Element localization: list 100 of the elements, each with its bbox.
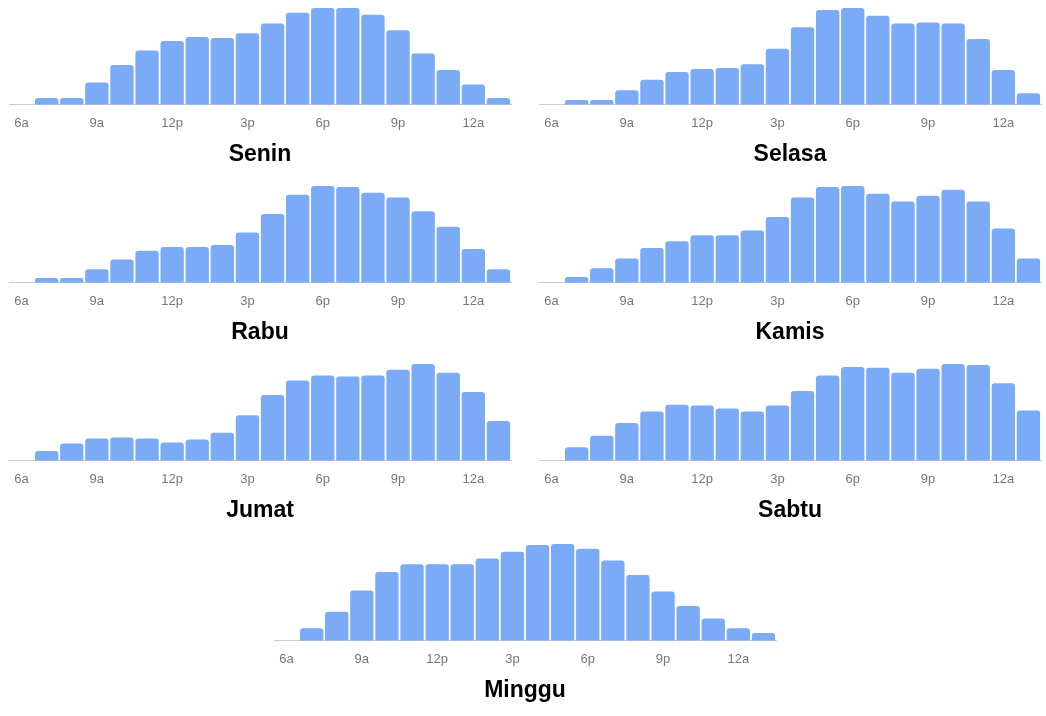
bar bbox=[1016, 410, 1041, 461]
bar bbox=[260, 214, 285, 283]
x-tick-label: 9a bbox=[619, 115, 635, 131]
x-tick-label: 12a bbox=[462, 293, 485, 309]
bar bbox=[790, 391, 815, 461]
x-axis-title: Selasa bbox=[753, 139, 827, 166]
bar bbox=[311, 8, 335, 105]
x-tick-label: 9a bbox=[89, 293, 105, 309]
bar bbox=[841, 8, 865, 105]
x-tick-label: 9p bbox=[390, 115, 406, 131]
x-tick-label: 12p bbox=[161, 115, 183, 131]
bar bbox=[740, 64, 765, 105]
x-axis-title: Jumat bbox=[226, 495, 295, 522]
bar bbox=[715, 68, 739, 105]
bar bbox=[701, 618, 725, 641]
x-tick-label: 12a bbox=[462, 115, 485, 131]
x-tick-label: 9a bbox=[619, 293, 635, 309]
bar bbox=[715, 235, 739, 283]
x-tick-label: 12p bbox=[691, 293, 713, 309]
bar bbox=[210, 38, 235, 105]
x-tick-label: 3p bbox=[770, 115, 785, 131]
bar bbox=[790, 197, 815, 283]
bar bbox=[436, 372, 460, 461]
x-tick-label: 9a bbox=[619, 471, 635, 487]
bar bbox=[34, 451, 59, 461]
x-tick-label: 3p bbox=[240, 471, 255, 487]
bar bbox=[991, 228, 1016, 283]
bar bbox=[436, 226, 460, 283]
x-axis-title: Minggu bbox=[484, 675, 566, 702]
x-tick-label: 12a bbox=[992, 115, 1015, 131]
bar bbox=[500, 551, 525, 641]
x-tick-label: 6p bbox=[845, 293, 860, 309]
bar bbox=[461, 84, 486, 105]
bar bbox=[486, 269, 511, 283]
bar bbox=[751, 633, 776, 641]
bar bbox=[1016, 258, 1041, 283]
bar bbox=[1016, 93, 1041, 105]
x-axis-title: Rabu bbox=[231, 317, 289, 344]
bar bbox=[486, 421, 511, 461]
x-tick-label: 6a bbox=[14, 293, 30, 309]
bar bbox=[450, 564, 474, 641]
bar bbox=[285, 12, 310, 105]
bar bbox=[966, 364, 990, 461]
bar bbox=[210, 245, 235, 283]
x-tick-label: 6a bbox=[544, 471, 560, 487]
bar bbox=[590, 268, 614, 283]
bar bbox=[285, 194, 310, 283]
bar bbox=[311, 186, 335, 283]
bar bbox=[235, 232, 260, 283]
x-tick-label: 12a bbox=[462, 471, 485, 487]
bar bbox=[815, 375, 840, 461]
x-tick-label: 9p bbox=[920, 471, 936, 487]
bar bbox=[299, 628, 324, 641]
bar bbox=[966, 38, 990, 105]
x-tick-label: 12a bbox=[992, 471, 1015, 487]
bar bbox=[311, 375, 335, 461]
x-tick-label: 9a bbox=[89, 471, 105, 487]
bar bbox=[966, 201, 990, 283]
bar bbox=[740, 411, 765, 461]
x-tick-label: 9a bbox=[89, 115, 105, 131]
x-tick-label: 12p bbox=[426, 651, 448, 667]
bar bbox=[841, 186, 865, 283]
x-tick-label: 3p bbox=[240, 115, 255, 131]
bar bbox=[765, 405, 790, 461]
x-tick-label: 3p bbox=[770, 293, 785, 309]
bar bbox=[235, 33, 260, 105]
bar bbox=[475, 558, 500, 641]
x-tick-label: 6a bbox=[544, 293, 560, 309]
x-tick-label: 3p bbox=[240, 293, 255, 309]
bar bbox=[525, 544, 550, 641]
bar bbox=[260, 23, 285, 105]
x-axis-title: Kamis bbox=[755, 317, 825, 344]
x-tick-label: 6a bbox=[279, 651, 295, 667]
x-tick-label: 12p bbox=[161, 471, 183, 487]
bar bbox=[576, 548, 600, 641]
bar bbox=[991, 383, 1016, 461]
bar bbox=[715, 408, 739, 461]
x-tick-label: 6p bbox=[845, 471, 860, 487]
bar bbox=[841, 366, 865, 461]
bar bbox=[590, 435, 614, 461]
x-tick-label: 9p bbox=[920, 293, 936, 309]
bar bbox=[210, 432, 235, 461]
bar bbox=[740, 230, 765, 283]
x-tick-label: 9p bbox=[390, 293, 406, 309]
bar bbox=[461, 248, 486, 283]
bar bbox=[185, 37, 209, 105]
x-tick-label: 9a bbox=[354, 651, 370, 667]
bar bbox=[991, 69, 1016, 105]
x-tick-label: 12p bbox=[161, 293, 183, 309]
bar bbox=[815, 186, 840, 283]
x-tick-label: 12a bbox=[727, 651, 750, 667]
x-axis-title: Senin bbox=[228, 139, 292, 166]
bar bbox=[325, 611, 349, 641]
bar bbox=[185, 439, 209, 461]
x-tick-label: 6p bbox=[315, 293, 330, 309]
x-tick-label: 9p bbox=[920, 115, 936, 131]
bar bbox=[235, 415, 260, 461]
x-tick-label: 12p bbox=[691, 115, 713, 131]
x-tick-label: 12p bbox=[691, 471, 713, 487]
x-tick-label: 9p bbox=[655, 651, 671, 667]
